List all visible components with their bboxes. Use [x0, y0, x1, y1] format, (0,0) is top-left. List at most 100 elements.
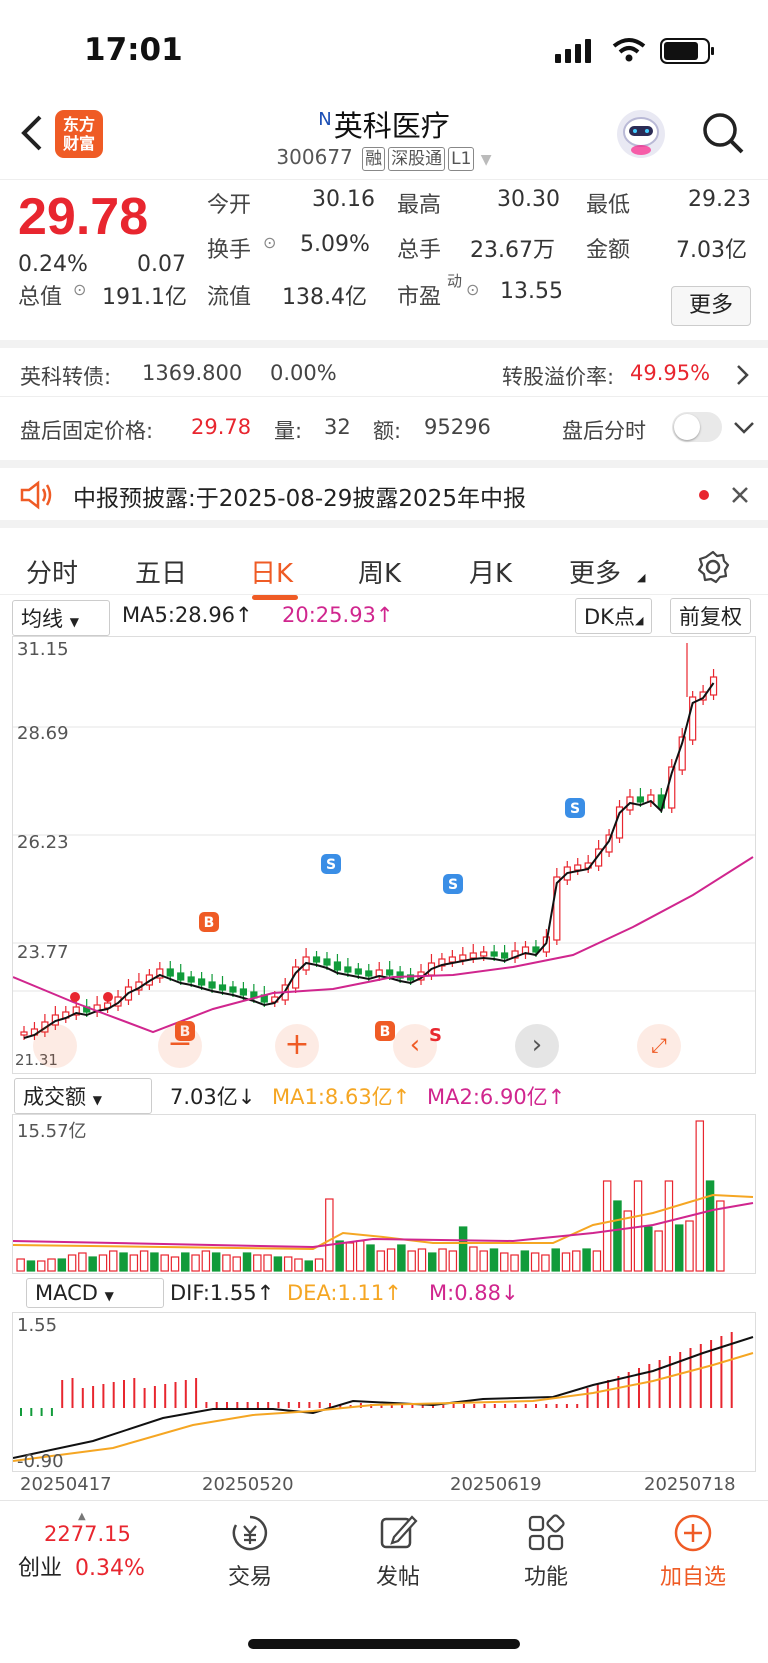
- zoom-out-control[interactable]: [33, 1024, 77, 1068]
- dk-point-button[interactable]: DK点◢: [575, 598, 653, 634]
- assistant-robot-icon[interactable]: [617, 110, 665, 158]
- macd-top-label: 1.55: [17, 1315, 58, 1336]
- volume-bar: [674, 1224, 684, 1272]
- volume-bar: [397, 1244, 406, 1272]
- volume-ma1-line: [12, 1193, 754, 1251]
- candle-body: [344, 966, 352, 973]
- nav-post[interactable]: 发帖: [343, 1513, 453, 1591]
- chevron-down-icon[interactable]: [733, 421, 755, 435]
- indicator-select[interactable]: 均线 ▼: [12, 600, 110, 636]
- logo-line1: 东方: [62, 115, 95, 134]
- trade-signal-text: S: [326, 857, 336, 873]
- adjust-button[interactable]: 前复权: [670, 598, 751, 634]
- low-label: 最低: [586, 193, 631, 218]
- search-icon[interactable]: [701, 111, 745, 155]
- volume-bar: [304, 1260, 314, 1272]
- volume-bar: [572, 1250, 581, 1272]
- plus-icon[interactable]: +: [275, 1024, 319, 1068]
- volume-bar: [355, 1240, 365, 1272]
- volume-chart[interactable]: 15.57亿: [12, 1114, 756, 1274]
- candle-body: [480, 951, 488, 957]
- y-label-top: 31.15: [17, 639, 69, 660]
- volume-bar: [26, 1260, 36, 1272]
- minus-icon[interactable]: −: [158, 1024, 202, 1068]
- volume-bar: [427, 1252, 437, 1272]
- tab-daily[interactable]: 日K: [250, 559, 294, 589]
- nav-add-watchlist[interactable]: 加自选: [638, 1513, 748, 1591]
- volume-bar: [561, 1252, 571, 1272]
- add-circle-icon: [674, 1514, 712, 1552]
- stock-code: 300677: [276, 145, 353, 169]
- nav-trade[interactable]: 交易: [195, 1513, 305, 1591]
- after-hours-amt: 95296: [424, 415, 491, 439]
- volume-bar: [438, 1248, 447, 1272]
- info-icon[interactable]: ⊙: [263, 233, 277, 252]
- fullscreen-icon[interactable]: ⤢: [637, 1024, 681, 1068]
- volume-bar: [211, 1252, 221, 1272]
- volume-bar: [57, 1258, 67, 1272]
- candle-body: [156, 968, 164, 979]
- settings-gear-icon[interactable]: [696, 550, 730, 584]
- nav-function[interactable]: 功能: [491, 1513, 601, 1591]
- stock-subtitle[interactable]: 300677 融深股通 L1 ▼: [0, 145, 768, 171]
- info-icon[interactable]: ⊙: [73, 280, 87, 299]
- volume-bar: [582, 1248, 591, 1272]
- tab-intraday[interactable]: 分时: [26, 559, 79, 589]
- volume-bar: [129, 1254, 139, 1272]
- y-label-bottom: 21.31: [15, 1051, 58, 1069]
- prev-icon[interactable]: ‹: [393, 1024, 437, 1068]
- float-label: 流值: [207, 285, 252, 310]
- after-hours-toggle[interactable]: [672, 412, 722, 442]
- volume-bar: [67, 1254, 77, 1272]
- tab-weekly[interactable]: 周K: [358, 559, 402, 589]
- volume-bar: [273, 1256, 283, 1272]
- volume-bar: [119, 1252, 128, 1272]
- volume-bar: [366, 1244, 375, 1272]
- volume-bar: [283, 1256, 293, 1272]
- more-button[interactable]: 更多: [671, 286, 751, 326]
- back-icon[interactable]: [18, 113, 48, 153]
- pe-label: 市盈: [397, 285, 442, 310]
- status-time: 17:01: [84, 32, 183, 68]
- volume-value: 23.67万: [470, 238, 555, 263]
- app-logo[interactable]: 东方 财富: [55, 110, 103, 158]
- volume-bar: [541, 1254, 550, 1272]
- tab-monthly[interactable]: 月K: [469, 559, 513, 589]
- volume-bar: [160, 1254, 169, 1272]
- notice-row[interactable]: 中报预披露:于2025-08-29披露2025年中报: [0, 460, 768, 520]
- macd-select[interactable]: MACD ▼: [26, 1278, 164, 1308]
- date-label-4: 20250718: [644, 1474, 736, 1495]
- stock-name: 英科医疗: [333, 109, 450, 143]
- volume-bar: [592, 1250, 602, 1272]
- speaker-icon: [20, 480, 52, 510]
- trade-signal-text: S: [570, 801, 580, 817]
- candle-body: [198, 978, 206, 986]
- new-listing-marker: N: [318, 109, 332, 131]
- indicator-select-label: 均线: [21, 607, 63, 631]
- index-ticker[interactable]: ▲ 2277.15 创业 0.34%: [18, 1511, 168, 1582]
- volume-bar: [500, 1252, 509, 1272]
- volume-bar: [242, 1252, 252, 1272]
- volume-select[interactable]: 成交额 ▼: [14, 1078, 152, 1114]
- volume-bar: [407, 1250, 416, 1272]
- volume-bar: [88, 1256, 97, 1272]
- close-icon[interactable]: [730, 485, 750, 505]
- volume-bar: [47, 1258, 56, 1272]
- volume-bar: [695, 1120, 705, 1272]
- tab-more[interactable]: 更多: [569, 559, 622, 589]
- tab-five-day[interactable]: 五日: [135, 559, 188, 589]
- volume-bar: [294, 1258, 303, 1272]
- macd-dea: DEA:1.11↑: [287, 1281, 402, 1305]
- premium-value: 49.95%: [630, 361, 711, 385]
- convertible-bond-row[interactable]: 英科转债: 1369.800 0.00% 转股溢价率: 49.95%: [0, 340, 768, 396]
- macd-chart[interactable]: 1.55 -0.90: [12, 1312, 756, 1472]
- candle-body: [689, 696, 697, 741]
- next-icon[interactable]: ›: [515, 1024, 559, 1068]
- low-value: 29.23: [688, 187, 751, 212]
- info-icon[interactable]: ⊙: [466, 280, 480, 299]
- volume-value: 7.03亿↓: [170, 1085, 256, 1109]
- mktcap-label: 总值: [18, 285, 63, 310]
- volume-bar: [386, 1248, 396, 1272]
- quote-panel: 29.78 0.24% 0.07 今开 30.16 最高 30.30 最低 29…: [0, 182, 768, 337]
